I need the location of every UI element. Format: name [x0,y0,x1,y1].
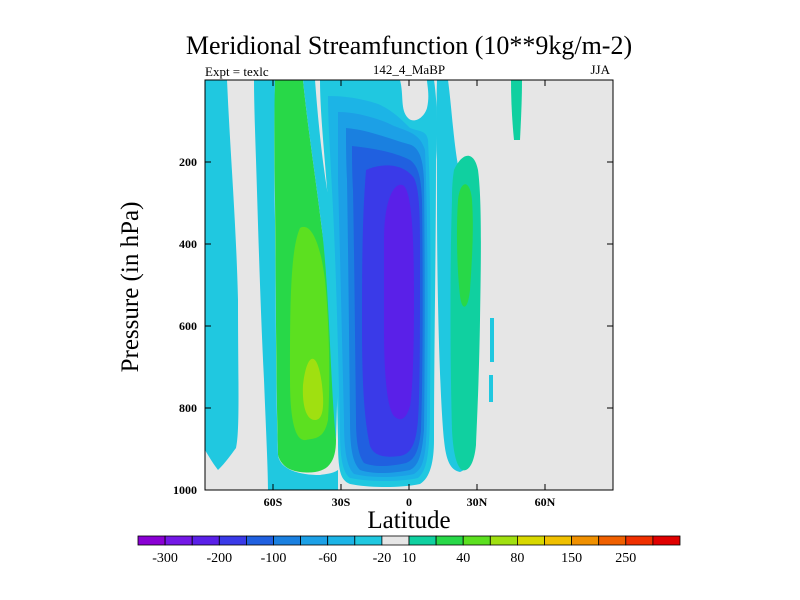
y-axis: 200 400 600 800 1000 [173,155,613,497]
x-axis-label: Latitude [367,507,450,534]
x-tick-label: 30S [332,495,351,509]
colorbar-box [191,535,220,546]
x-tick-label: 30N [467,495,488,509]
colorbar-box [164,535,193,546]
contour-nh-cell-green [456,184,473,307]
colorbar: -300 -200 -100 -60 -20 10 40 80 150 250 [137,535,681,566]
colorbar-tick-label: -100 [261,551,287,566]
colorbar-tick-label: 250 [615,551,636,566]
colorbar-tick-label: 80 [510,551,524,566]
x-tick-label: 60N [535,495,556,509]
y-tick-label: 200 [179,155,197,169]
x-axis: 60S 30S 0 30N 60N [264,80,556,509]
y-tick-label: 1000 [173,483,197,497]
colorbar-box [435,535,464,546]
y-tick-label: 800 [179,401,197,415]
colorbar-box [462,535,491,546]
colorbar-box [625,535,654,546]
colorbar-box [218,535,247,546]
subtitle-right: JJA [590,62,610,77]
colorbar-box [354,535,383,546]
y-tick-label: 400 [179,237,197,251]
colorbar-box [489,535,518,546]
colorbar-box [652,535,681,546]
colorbar-box [544,535,573,546]
subtitle-left: Expt = texlc [205,64,269,79]
colorbar-tick-label: -60 [318,551,337,566]
subtitle-center: 142_4_MaBP [373,62,445,77]
colorbar-box [300,535,329,546]
contour-nh-polar-teal [511,80,522,140]
colorbar-tick-label: 40 [456,551,470,566]
colorbar-tick-label: -20 [373,551,392,566]
colorbar-box [327,535,356,546]
contour-nh-thin-cyan [489,318,494,402]
contour-sh-polar-cyan [205,80,239,470]
colorbar-box [571,535,600,546]
x-tick-label: 0 [406,495,412,509]
y-tick-label: 600 [179,319,197,333]
colorbar-box [381,535,410,546]
contour-sh-cell-yellowgreen [302,358,324,420]
colorbar-tick-label: 10 [402,551,416,566]
contour-main-cell-indigo [384,184,414,420]
colorbar-box [517,535,545,546]
colorbar-box [408,535,437,546]
colorbar-tick-label: 150 [561,551,582,566]
chart-title: Meridional Streamfunction (10**9kg/m-2) [186,31,632,60]
colorbar-box [598,535,627,546]
y-axis-label: Pressure (in hPa) [117,202,144,373]
contour-sh-cyan-band-upper [303,80,340,440]
colorbar-box [245,535,274,546]
contour-field [205,80,613,490]
colorbar-box [273,535,302,546]
colorbar-tick-label: -200 [206,551,232,566]
x-tick-label: 60S [264,495,283,509]
colorbar-box [137,535,166,546]
contour-sh-cyan-band [254,80,338,490]
colorbar-tick-label: -300 [152,551,178,566]
